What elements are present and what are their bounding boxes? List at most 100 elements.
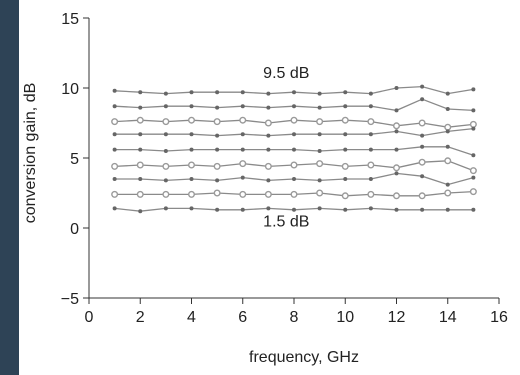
data-point bbox=[240, 147, 245, 152]
data-point bbox=[394, 86, 399, 90]
data-point bbox=[367, 118, 375, 126]
data-point bbox=[189, 177, 194, 181]
data-point bbox=[138, 90, 143, 95]
data-point bbox=[162, 162, 170, 170]
data-point bbox=[136, 161, 144, 169]
data-point bbox=[420, 133, 425, 138]
data-point bbox=[444, 157, 452, 165]
data-point bbox=[292, 177, 296, 181]
data-point bbox=[240, 90, 245, 95]
data-point bbox=[471, 108, 476, 113]
data-point bbox=[264, 190, 272, 198]
data-point bbox=[317, 91, 322, 96]
series-1 bbox=[112, 84, 476, 96]
data-point bbox=[112, 147, 117, 152]
data-point bbox=[138, 209, 143, 214]
series-7 bbox=[112, 171, 476, 187]
data-point bbox=[163, 206, 168, 211]
data-point bbox=[266, 178, 271, 183]
y-tick-label: 5 bbox=[70, 151, 79, 168]
data-point bbox=[292, 104, 296, 109]
data-point bbox=[138, 147, 143, 152]
data-point bbox=[266, 147, 271, 152]
axes bbox=[83, 17, 500, 304]
data-point bbox=[317, 132, 322, 137]
data-point bbox=[316, 118, 324, 126]
data-point bbox=[290, 161, 298, 169]
x-tick-label: 6 bbox=[238, 309, 247, 326]
data-point bbox=[266, 105, 271, 110]
data-point bbox=[213, 162, 221, 170]
data-point bbox=[136, 190, 144, 198]
series-2 bbox=[112, 97, 476, 113]
data-point bbox=[112, 104, 117, 109]
data-point bbox=[316, 160, 324, 168]
data-point bbox=[189, 104, 194, 109]
data-point bbox=[393, 192, 401, 200]
data-point bbox=[445, 107, 450, 111]
x-tick-label: 14 bbox=[439, 309, 457, 326]
data-point bbox=[111, 162, 119, 170]
conversion-gain-chart: 0 2 4 6 8 10 12 14 16 −5 0 5 10 15 frequency, GHz conve… bbox=[22, 11, 508, 366]
data-point bbox=[163, 91, 168, 96]
data-point bbox=[341, 162, 349, 170]
data-point bbox=[471, 207, 476, 212]
data-point bbox=[444, 123, 452, 131]
series-group bbox=[111, 84, 477, 214]
data-point bbox=[418, 192, 426, 200]
data-point bbox=[368, 104, 373, 109]
data-point bbox=[240, 132, 245, 137]
data-point bbox=[162, 190, 170, 198]
data-point bbox=[266, 206, 271, 211]
data-point bbox=[187, 116, 195, 124]
data-point bbox=[394, 129, 399, 134]
data-point bbox=[471, 87, 476, 92]
data-point bbox=[189, 132, 194, 137]
data-point bbox=[136, 116, 144, 124]
data-point bbox=[138, 132, 143, 137]
series-8 bbox=[111, 188, 477, 200]
data-point bbox=[343, 177, 348, 181]
data-point bbox=[317, 206, 322, 211]
x-axis-title: frequency, GHz bbox=[249, 349, 359, 366]
data-point bbox=[239, 190, 247, 198]
data-point bbox=[368, 147, 373, 152]
data-point bbox=[444, 189, 452, 197]
data-point bbox=[368, 91, 373, 96]
data-point bbox=[215, 178, 220, 183]
data-point bbox=[420, 97, 425, 102]
data-point bbox=[368, 132, 373, 137]
data-point bbox=[471, 153, 476, 158]
data-point bbox=[266, 133, 271, 138]
data-point bbox=[112, 132, 117, 137]
data-point bbox=[420, 207, 425, 212]
data-point bbox=[264, 162, 272, 170]
data-point bbox=[290, 116, 298, 124]
data-point bbox=[394, 171, 399, 176]
series-9 bbox=[112, 206, 476, 214]
data-point bbox=[418, 119, 426, 127]
data-point bbox=[469, 167, 477, 175]
data-point bbox=[215, 147, 220, 152]
data-point bbox=[189, 147, 194, 152]
data-point bbox=[215, 90, 220, 95]
data-point bbox=[420, 144, 425, 149]
data-point bbox=[292, 207, 296, 212]
data-point bbox=[367, 161, 375, 169]
data-point bbox=[138, 177, 143, 181]
x-tick-label: 10 bbox=[336, 309, 354, 326]
annotation-bottom: 1.5 dB bbox=[263, 214, 309, 231]
data-point bbox=[239, 116, 247, 124]
data-point bbox=[341, 192, 349, 200]
data-point bbox=[393, 122, 401, 130]
data-point bbox=[292, 132, 296, 137]
data-point bbox=[394, 207, 399, 212]
data-point bbox=[163, 104, 168, 109]
data-point bbox=[471, 175, 476, 180]
data-point bbox=[368, 177, 373, 181]
data-point bbox=[189, 90, 194, 95]
data-point bbox=[317, 178, 322, 183]
data-point bbox=[317, 149, 322, 153]
x-tick-label: 12 bbox=[388, 309, 406, 326]
x-tick-label: 2 bbox=[136, 309, 145, 326]
